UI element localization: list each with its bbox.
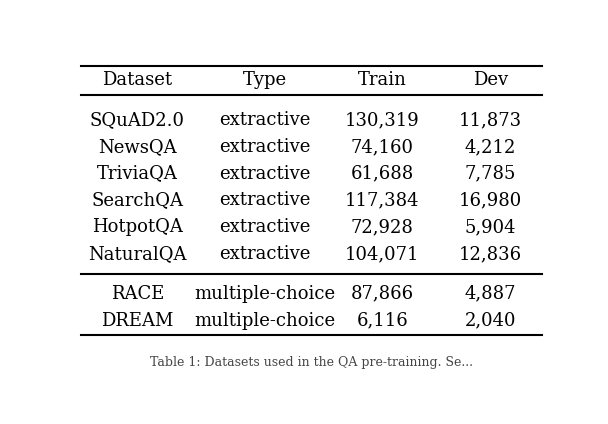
Text: extractive: extractive bbox=[219, 165, 310, 183]
Text: SearchQA: SearchQA bbox=[91, 191, 183, 209]
Text: extractive: extractive bbox=[219, 191, 310, 209]
Text: multiple-choice: multiple-choice bbox=[194, 312, 335, 329]
Text: 72,928: 72,928 bbox=[351, 218, 413, 236]
Text: Dev: Dev bbox=[473, 71, 508, 89]
Text: 61,688: 61,688 bbox=[351, 165, 414, 183]
Text: 12,836: 12,836 bbox=[459, 245, 522, 263]
Text: HotpotQA: HotpotQA bbox=[92, 218, 182, 236]
Text: Table 1: Datasets used in the QA pre-training. Se...: Table 1: Datasets used in the QA pre-tra… bbox=[150, 356, 473, 369]
Text: extractive: extractive bbox=[219, 218, 310, 236]
Text: 5,904: 5,904 bbox=[465, 218, 516, 236]
Text: extractive: extractive bbox=[219, 138, 310, 156]
Text: multiple-choice: multiple-choice bbox=[194, 285, 335, 303]
Text: 74,160: 74,160 bbox=[351, 138, 414, 156]
Text: NaturalQA: NaturalQA bbox=[88, 245, 187, 263]
Text: Train: Train bbox=[358, 71, 407, 89]
Text: 130,319: 130,319 bbox=[345, 111, 420, 129]
Text: extractive: extractive bbox=[219, 111, 310, 129]
Text: 87,866: 87,866 bbox=[351, 285, 414, 303]
Text: 104,071: 104,071 bbox=[345, 245, 420, 263]
Text: 16,980: 16,980 bbox=[459, 191, 522, 209]
Text: DREAM: DREAM bbox=[101, 312, 173, 329]
Text: Type: Type bbox=[243, 71, 286, 89]
Text: Dataset: Dataset bbox=[102, 71, 172, 89]
Text: 117,384: 117,384 bbox=[345, 191, 420, 209]
Text: 2,040: 2,040 bbox=[465, 312, 516, 329]
Text: NewsQA: NewsQA bbox=[98, 138, 176, 156]
Text: 11,873: 11,873 bbox=[459, 111, 522, 129]
Text: RACE: RACE bbox=[111, 285, 164, 303]
Text: SQuAD2.0: SQuAD2.0 bbox=[90, 111, 185, 129]
Text: TriviaQA: TriviaQA bbox=[97, 165, 178, 183]
Text: extractive: extractive bbox=[219, 245, 310, 263]
Text: 4,212: 4,212 bbox=[465, 138, 516, 156]
Text: 7,785: 7,785 bbox=[465, 165, 516, 183]
Text: 6,116: 6,116 bbox=[356, 312, 408, 329]
Text: 4,887: 4,887 bbox=[465, 285, 516, 303]
